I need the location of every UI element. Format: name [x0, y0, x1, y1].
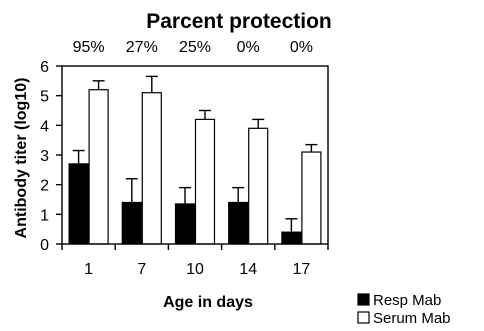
bar-serum-mab: [141, 92, 162, 245]
x-tick-label: 17: [293, 261, 311, 278]
y-tick-label: 5: [40, 89, 49, 106]
bar-resp-mab: [174, 203, 196, 245]
protection-label: 0%: [290, 39, 313, 56]
protection-label: 25%: [179, 39, 211, 56]
x-tick-labels: 1 7 10 14 17: [84, 261, 310, 278]
bar-serum-mab: [88, 89, 109, 245]
y-tick-label: 2: [40, 178, 49, 195]
bar-resp-mab: [121, 201, 142, 245]
y-tick-label: 4: [40, 118, 49, 135]
legend-swatch-resp-mab: [357, 293, 370, 306]
y-tick-label: 3: [40, 148, 49, 165]
y-axis-label: Antibody titer (log10): [13, 78, 30, 239]
y-tick-labels: 0 1 2 3 4 5 6: [40, 59, 49, 254]
legend-swatch-serum-mab: [357, 311, 370, 324]
bar-serum-mab: [301, 151, 322, 245]
x-tick-label: 1: [84, 261, 93, 278]
bar-serum-mab: [194, 118, 216, 245]
bar-serum-mab: [248, 127, 269, 245]
y-tick-label: 0: [40, 237, 49, 254]
y-tick-label: 1: [40, 207, 49, 224]
legend-label-resp-mab: Resp Mab: [373, 292, 441, 309]
axes-group: [56, 65, 329, 250]
protection-label: 0%: [237, 39, 260, 56]
x-tick-label: 14: [239, 261, 257, 278]
protection-labels: 95% 27% 25% 0% 0%: [73, 39, 313, 56]
chart-title: Parcent protection: [146, 10, 332, 33]
x-tick-label: 10: [186, 261, 204, 278]
bar-resp-mab: [68, 163, 89, 245]
bar-resp-mab: [281, 231, 302, 245]
protection-label: 95%: [73, 39, 105, 56]
x-axis-label: Age in days: [163, 294, 253, 311]
x-tick-label: 7: [137, 261, 146, 278]
legend-label-serum-mab: Serum Mab: [373, 310, 451, 327]
bars-group: [68, 75, 322, 245]
bar-resp-mab: [228, 201, 249, 245]
y-tick-label: 6: [40, 59, 49, 76]
protection-label: 27%: [126, 39, 158, 56]
